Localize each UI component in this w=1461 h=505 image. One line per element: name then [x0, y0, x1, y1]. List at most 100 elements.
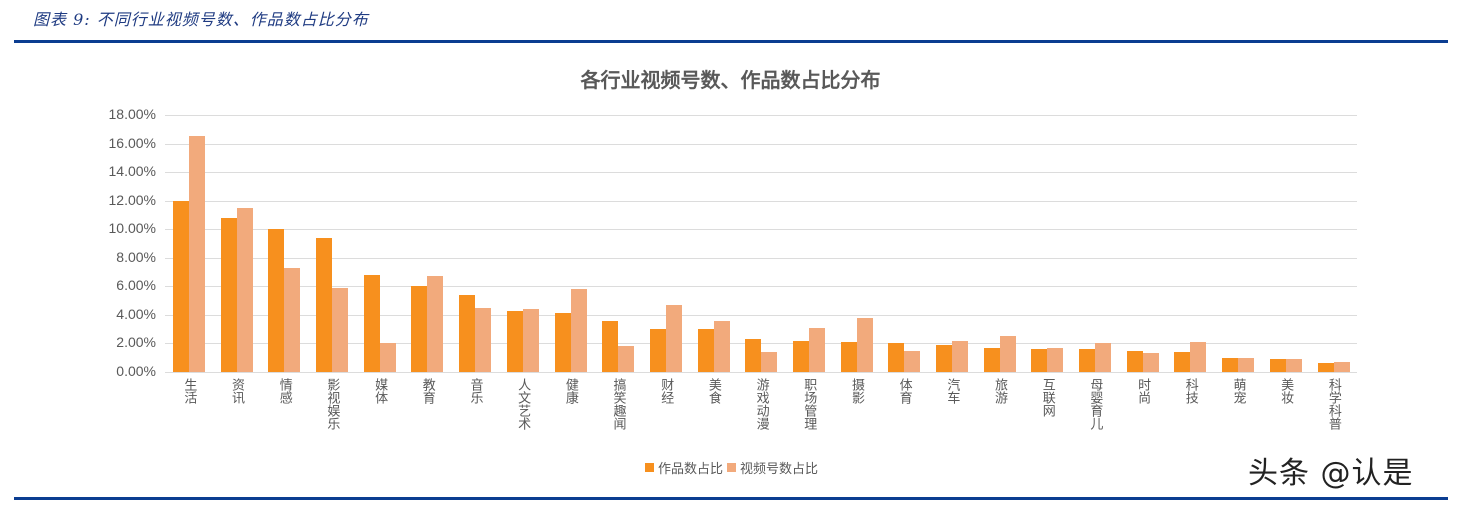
- gridline: [165, 172, 1357, 174]
- x-tick-label: 影视娱乐: [324, 378, 340, 430]
- bar-accounts-share: [618, 346, 635, 372]
- x-tick-label: 时尚: [1135, 378, 1151, 404]
- y-tick-label: 6.00%: [116, 277, 156, 294]
- y-tick-label: 8.00%: [116, 248, 156, 265]
- x-label-slot: 旅游: [976, 378, 1024, 448]
- bar-group: [547, 115, 595, 372]
- x-tick-label: 摄影: [848, 378, 864, 404]
- x-label-slot: 人文艺术: [499, 378, 547, 448]
- legend: 作品数占比 视频号数占比: [645, 458, 822, 477]
- x-label-slot: 教育: [403, 378, 451, 448]
- gridline: [165, 372, 1357, 373]
- bar-accounts-share: [713, 320, 730, 372]
- bar-group: [594, 115, 642, 372]
- x-tick-label: 旅游: [992, 378, 1008, 404]
- x-label-slot: 音乐: [451, 378, 499, 448]
- x-tick-label: 情感: [276, 378, 292, 404]
- bar-accounts-share: [904, 350, 921, 372]
- bar-accounts-share: [761, 352, 778, 372]
- x-tick-label: 美妆: [1278, 378, 1294, 404]
- x-tick-label: 财经: [658, 378, 674, 404]
- x-tick-label: 美食: [705, 378, 721, 404]
- bar-accounts-share: [236, 207, 253, 372]
- x-axis-labels: 生活 资讯 情感 影视娱乐 媒体 教育 音乐 人文艺术 健康 搞笑趣闻 财经 美食 游戏动漫 职场管理 摄影…: [165, 378, 1357, 448]
- bar-group: [1071, 115, 1119, 372]
- bar-accounts-share: [1047, 347, 1064, 372]
- bar-accounts-share: [522, 309, 539, 372]
- x-tick-label: 汽车: [944, 378, 960, 404]
- bar-group: [213, 115, 261, 372]
- gridline: [165, 286, 1357, 288]
- bar-group: [976, 115, 1024, 372]
- bar-accounts-share: [952, 340, 968, 372]
- bar-accounts-share: [284, 267, 301, 372]
- bar-works-share: [840, 342, 857, 372]
- x-label-slot: 财经: [642, 378, 690, 448]
- bar-works-share: [649, 329, 666, 372]
- watermark: 头条 @认是: [1248, 456, 1414, 491]
- bar-group: [1262, 115, 1310, 372]
- bar-works-share: [792, 340, 809, 372]
- legend-label-works: 作品数占比: [658, 462, 724, 477]
- bar-works-share: [983, 347, 1000, 372]
- bar-works-share: [1126, 350, 1143, 372]
- figure-caption: 图表 9: 不同行业视频号数、作品数占比分布: [33, 10, 369, 29]
- bar-accounts-share: [189, 136, 205, 372]
- x-tick-label: 教育: [419, 378, 435, 404]
- bar-works-share: [1222, 357, 1239, 372]
- bar-group: [260, 115, 308, 372]
- bar-group: [499, 115, 547, 372]
- bar-group: [642, 115, 690, 372]
- x-label-slot: 游戏动漫: [737, 378, 785, 448]
- x-tick-label: 萌宠: [1230, 378, 1246, 404]
- bar-group: [451, 115, 499, 372]
- bar-works-share: [1317, 363, 1334, 372]
- legend-item-accounts: 视频号数占比: [727, 458, 818, 477]
- legend-label-accounts: 视频号数占比: [740, 462, 819, 477]
- bar-works-share: [936, 344, 952, 372]
- y-tick-label: 18.00%: [108, 106, 156, 122]
- bar-works-share: [1079, 349, 1096, 372]
- bar-accounts-share: [1190, 342, 1207, 372]
- bar-works-share: [363, 274, 380, 372]
- gridline: [165, 229, 1357, 231]
- x-tick-label: 科技: [1182, 378, 1198, 404]
- bar-accounts-share: [1095, 343, 1112, 372]
- x-tick-label: 媒体: [372, 378, 388, 404]
- bar-works-share: [745, 339, 762, 372]
- bar-accounts-share: [332, 287, 349, 372]
- bar-works-share: [697, 329, 714, 372]
- bar-group: [1310, 115, 1358, 372]
- bar-accounts-share: [475, 307, 492, 372]
- x-label-slot: 情感: [260, 378, 308, 448]
- gridline: [165, 143, 1357, 145]
- y-tick-label: 12.00%: [108, 191, 156, 208]
- bar-works-share: [411, 286, 428, 372]
- bar-accounts-share: [808, 327, 825, 372]
- y-tick-label: 14.00%: [108, 163, 156, 180]
- x-label-slot: 美妆: [1262, 378, 1310, 448]
- bar-group: [785, 115, 833, 372]
- x-label-slot: 职场管理: [785, 378, 833, 448]
- bar-group: [880, 115, 928, 372]
- x-label-slot: 体育: [880, 378, 928, 448]
- x-tick-label: 互联网: [1039, 378, 1055, 417]
- x-label-slot: 母婴育儿: [1071, 378, 1119, 448]
- gridline: [165, 115, 1357, 116]
- x-label-slot: 摄影: [833, 378, 881, 448]
- x-tick-label: 音乐: [467, 378, 483, 404]
- bar-works-share: [1269, 359, 1286, 372]
- bar-accounts-share: [856, 317, 873, 372]
- bar-works-share: [220, 217, 237, 372]
- bar-accounts-share: [379, 343, 396, 372]
- bar-groups: [165, 115, 1357, 372]
- bar-group: [737, 115, 785, 372]
- plot-area: [165, 115, 1357, 373]
- x-label-slot: 生活: [165, 378, 213, 448]
- bar-works-share: [1031, 349, 1048, 372]
- bar-accounts-share: [665, 304, 682, 372]
- bar-group: [1023, 115, 1071, 372]
- gridline: [165, 200, 1357, 202]
- bar-group: [690, 115, 738, 372]
- y-tick-label: 2.00%: [116, 334, 156, 351]
